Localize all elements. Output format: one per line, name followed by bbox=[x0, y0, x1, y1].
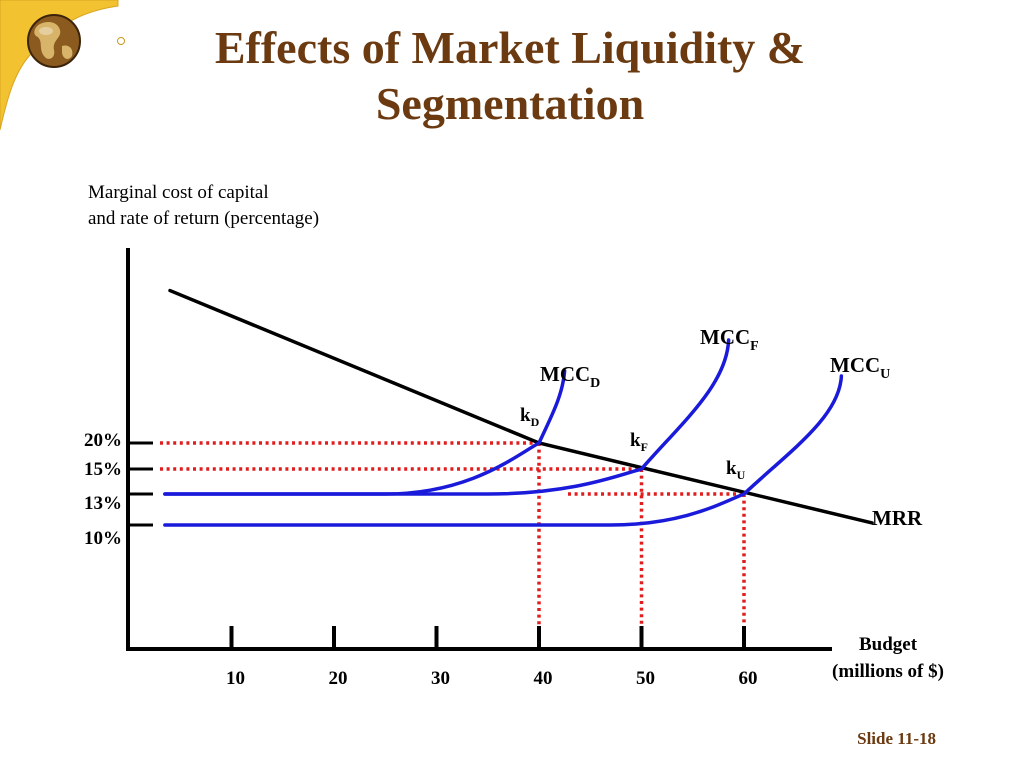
series-label-mccf: MCCF bbox=[700, 325, 759, 354]
series-label-mccd: MCCD bbox=[540, 362, 600, 391]
slide-number: Slide 11-18 bbox=[857, 729, 936, 748]
y-tick-label-15: 15% bbox=[84, 459, 122, 480]
series-label-mrr: MRR bbox=[872, 506, 923, 530]
equilibrium-label-kd: kD bbox=[520, 405, 540, 429]
y-tick-label-13: 13% bbox=[84, 493, 122, 514]
x-tick-label-10: 10 bbox=[226, 668, 245, 689]
slide-title-line-1: Effects of Market Liquidity & bbox=[214, 22, 806, 73]
y-tick-label-20: 20% bbox=[84, 430, 122, 451]
x-tick-label-60: 60 bbox=[739, 668, 758, 689]
x-axis-label-line-1: Budget bbox=[859, 634, 918, 655]
equilibrium-label-kf: kF bbox=[630, 430, 648, 454]
x-tick-label-50: 50 bbox=[636, 668, 655, 689]
equilibrium-label-ku: kU bbox=[726, 458, 746, 482]
x-axis-label-line-2: (millions of $) bbox=[832, 661, 944, 682]
series-line-mccd bbox=[163, 369, 567, 496]
x-tick-label-40: 40 bbox=[534, 668, 553, 689]
slide-title-line-2: Segmentation bbox=[375, 78, 645, 129]
series-label-mccu: MCCU bbox=[830, 353, 890, 382]
series-line-mccu bbox=[163, 374, 844, 527]
series-line-mccf bbox=[163, 338, 731, 496]
corner-decoration bbox=[0, 0, 125, 131]
globe-icon bbox=[27, 14, 81, 68]
y-axis-label-line-2: and rate of return (percentage) bbox=[88, 208, 320, 229]
y-tick-label-10: 10% bbox=[84, 528, 122, 549]
x-tick-label-20: 20 bbox=[329, 668, 348, 689]
y-axis-label-line-1: Marginal cost of capital bbox=[88, 182, 269, 203]
y-axis-label: Marginal cost of capital and rate of ret… bbox=[88, 180, 319, 232]
x-tick-label-30: 30 bbox=[431, 668, 450, 689]
slide-title: Effects of Market Liquidity & Segmentati… bbox=[120, 20, 900, 132]
